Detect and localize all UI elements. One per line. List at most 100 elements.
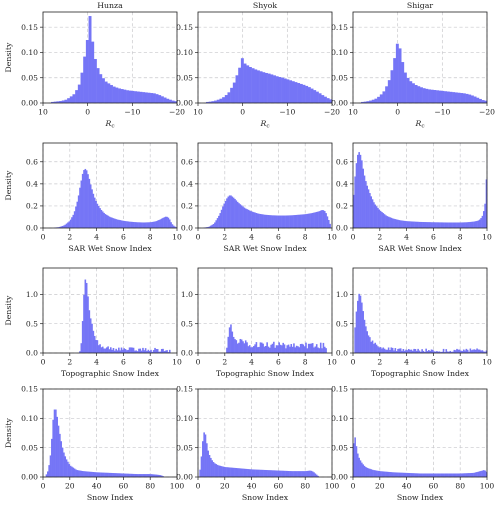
panel-1-2-bar-82	[462, 222, 465, 228]
panel-1-1-bar-35	[244, 208, 247, 228]
panel-3-1-bar-37	[247, 469, 250, 477]
panel-1-1-bar-80	[305, 214, 307, 228]
panel-0-2-bar-21	[428, 89, 431, 103]
panel-2-0-xtick-label-5: 10	[172, 358, 182, 367]
panel-3-2-bar-60	[433, 473, 435, 477]
panel-2-0-bar-62	[126, 350, 128, 353]
panel-3-2-bar-88	[470, 472, 473, 477]
panel-2-2-bar-18	[377, 346, 379, 353]
panel-2-0-xtick-label-3: 6	[121, 358, 126, 367]
panel-3-0-bar-78	[147, 474, 150, 477]
panel-1-0-bar-59	[122, 220, 124, 228]
panel-2-0-bar-65	[130, 347, 132, 353]
panel-0-0-bar-6	[158, 95, 162, 103]
panel-2-0-bar-61	[124, 349, 127, 353]
panel-1-1-bar-60	[278, 215, 280, 228]
panel-1-1-bar-85	[311, 212, 314, 228]
panel-3-1-bar-41	[252, 469, 255, 477]
panel-3-1-bar-14	[216, 464, 219, 477]
panel-0-0-bar-26	[104, 81, 108, 103]
panel-0-1-bar-2	[323, 96, 327, 103]
panel-2-2-bar-6	[361, 302, 363, 353]
panel-2-2-xtick-label-3: 6	[431, 358, 436, 367]
panel-3-2-bar-67	[442, 473, 445, 477]
panel-1-0-ytick-label-2: 0.4	[26, 180, 38, 189]
panel-3-1-bar-32	[240, 468, 243, 477]
panel-1-0-bar-94	[168, 219, 171, 228]
panel-2-2-bar-36	[401, 350, 403, 353]
panel-1-1-bar-96	[326, 216, 329, 228]
panel-0-1-bar-42	[216, 99, 220, 103]
panel-2-2-bar-50	[420, 351, 422, 353]
panel-2-2-bar-24	[385, 349, 387, 353]
panel-3-2-bar-44	[411, 473, 414, 477]
panel-1-1-bar-52	[267, 215, 270, 228]
panel-3-2-xlabel: Snow Index	[397, 493, 444, 502]
panel-0-0-bar-3	[166, 98, 170, 103]
panel-1-2-bar-97	[482, 211, 485, 228]
panel-1-0-bar-44	[101, 211, 104, 228]
panel-3-1-bar-72	[294, 471, 297, 477]
panel-3-1-bar-54	[270, 470, 272, 477]
panel-2-2-bar-89	[472, 349, 474, 353]
panel-0-1-ytick-label-0: 0.00	[176, 99, 193, 108]
panel-1-2-bar-4	[358, 152, 360, 228]
panel-1-0-ytick-label-0: 0.0	[26, 224, 38, 233]
panel-3-0-bar-2	[45, 474, 48, 477]
panel-2-0-bar-55	[116, 350, 119, 353]
panel-2-2-bar-58	[430, 349, 433, 353]
panel-2-2-bar-14	[371, 340, 374, 353]
panel-1-2-bar-37	[402, 220, 405, 228]
panel-1-2-xtick-label-1: 2	[377, 233, 382, 242]
panel-0-2-bar-3	[476, 97, 480, 103]
panel-1-2-bar-29	[391, 218, 394, 228]
panel-2-0-bar-81	[151, 351, 154, 353]
panel-0-1-bar-33	[240, 58, 244, 103]
panel-1-0-bar-85	[156, 220, 159, 228]
panel-3-2-xtick-label-3: 60	[429, 482, 439, 491]
panel-3-1: 0 20 40 60 80 100 0.00 0.05 0.10 0.15 Snow Index	[176, 385, 339, 502]
panel-3-1-bar-59	[277, 470, 279, 477]
panel-1-1-bar-54	[270, 215, 272, 228]
panel-1-0-bar-17	[65, 223, 68, 228]
panel-1-2-bar-47	[415, 221, 418, 228]
panel-1-1-bar-25	[231, 196, 234, 228]
panel-1-2-bar-64	[438, 222, 441, 228]
panel-0-0-bar-37	[75, 90, 79, 103]
panel-1-0-bar-84	[155, 221, 158, 228]
panel-2-1-bar-31	[239, 338, 242, 353]
panel-2-0-bar-71	[138, 348, 140, 353]
panel-1-1-bar-23	[228, 195, 231, 228]
panel-1-2-bar-17	[375, 206, 378, 228]
panel-2-0-ytick-label-0: 0.0	[26, 349, 38, 358]
panel-1-2-bar-30	[393, 218, 395, 228]
panel-2-2-bar-19	[378, 347, 381, 353]
panel-2-1-bar-49	[263, 346, 266, 353]
panel-2-2-bar-10	[366, 331, 368, 353]
panel-3-0-bar-17	[65, 459, 68, 477]
panel-1-1-bar-16	[219, 213, 222, 228]
panel-1-0-bar-51	[111, 217, 113, 228]
panel-3-2-bar-32	[395, 472, 398, 477]
panel-3-0-frame	[42, 388, 178, 478]
panel-0-1-bar-10	[302, 84, 306, 103]
panel-0-1-bar-11	[299, 83, 303, 103]
panel-3-1-bar-18	[222, 466, 224, 477]
panel-3-0-bar-8	[53, 409, 56, 477]
panel-2-2-bar-64	[438, 351, 441, 353]
panel-2-2-bar-20	[379, 347, 382, 353]
panel-3-2-bar-6	[361, 462, 363, 477]
panel-0-2-bar-41	[374, 98, 378, 103]
panel-0-1-bar-43	[214, 100, 218, 103]
panel-3-1-bar-8	[208, 455, 211, 477]
panel-3-0-ytick-label-2: 0.10	[21, 414, 38, 423]
panel-0-2-ytick-label-0: 0.00	[331, 99, 348, 108]
panel-0-1-bar-27	[256, 70, 260, 103]
panel-2-0-bar-87	[159, 351, 162, 353]
panel-1-2-bar-77	[456, 222, 458, 228]
panel-3-0-bar-83	[154, 474, 156, 477]
panel-1-0-bar-61	[124, 221, 127, 228]
panel-3-1-bar-79	[303, 471, 306, 477]
panel-3-0-bar-68	[134, 473, 136, 477]
panel-2-1-bar-73	[295, 345, 298, 353]
